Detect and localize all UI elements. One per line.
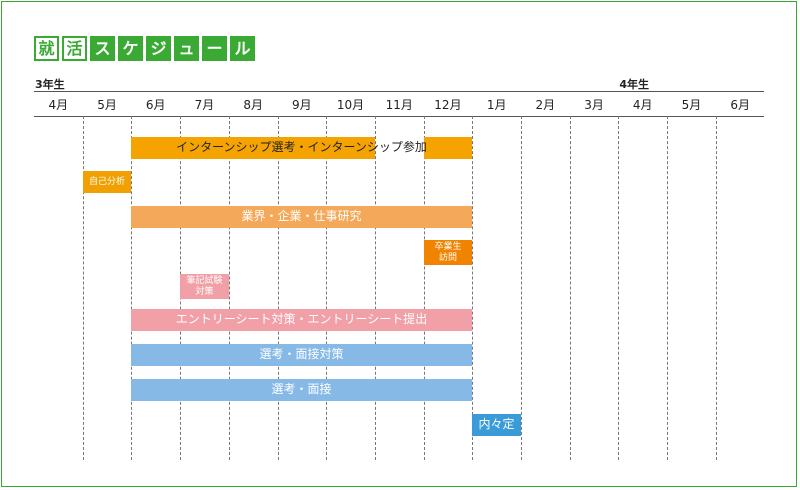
title-char: ー [202,36,227,61]
month-divider [716,116,717,460]
month-divider [278,116,279,460]
task-bar: 卒業生 訪問 [424,240,472,265]
month-divider [131,116,132,460]
grade-label: 3年生 [35,78,65,91]
month-label: 7月 [194,97,215,112]
month-label: 12月 [434,97,462,112]
task-bar: エントリーシート対策・エントリーシート提出 [131,309,472,331]
month-header: 4月 5月 6月 7月 8月 9月 10月 11月 12月 1月 2月 3月 4月 5月 6月 [34,91,764,117]
month-label: 4月 [48,97,69,112]
task-bar: 自己分析 [83,171,131,193]
month-label: 4月 [632,97,653,112]
month-label: 6月 [145,97,166,112]
month-label: 3月 [584,97,604,112]
title-char: 就 [34,36,59,61]
month-divider [570,116,571,460]
month-divider [521,116,522,460]
month-label: 5月 [681,97,702,112]
month-label: 6月 [730,97,750,112]
task-bar: 選考・面接対策 [131,344,472,366]
month-divider [83,116,84,460]
task-bar: インターンシップ選考・インターンシップ参加 [176,140,427,155]
month-divider [375,116,376,460]
month-label: 11月 [385,97,413,112]
month-divider [326,116,327,460]
month-divider [667,116,668,460]
task-bar: 内々定 [472,414,521,436]
month-divider [424,116,425,460]
grade-label: 4年生 [619,78,650,91]
task-bar: 筆記試験 対策 [180,274,229,299]
month-label: 1月 [486,97,507,112]
month-label: 2月 [535,97,556,112]
task-bar: 業界・企業・仕事研究 [131,206,472,228]
month-divider [229,116,230,460]
task-bar-segment [131,137,375,159]
month-label: 8月 [243,97,263,112]
title-char: ケ [118,36,143,61]
month-divider [472,116,473,460]
title-char: ル [230,36,255,61]
task-bar: 選考・面接 [131,379,472,401]
schedule-title: 就活スケジュール [34,36,255,61]
month-label: 9月 [292,97,312,112]
month-label: 5月 [97,97,117,112]
title-char: ュ [174,36,199,61]
month-label: 10月 [336,97,365,112]
title-char: ジ [146,36,171,61]
title-char: ス [90,36,115,61]
task-bar-segment [424,137,472,159]
month-divider [618,116,619,460]
title-char: 活 [62,36,87,61]
